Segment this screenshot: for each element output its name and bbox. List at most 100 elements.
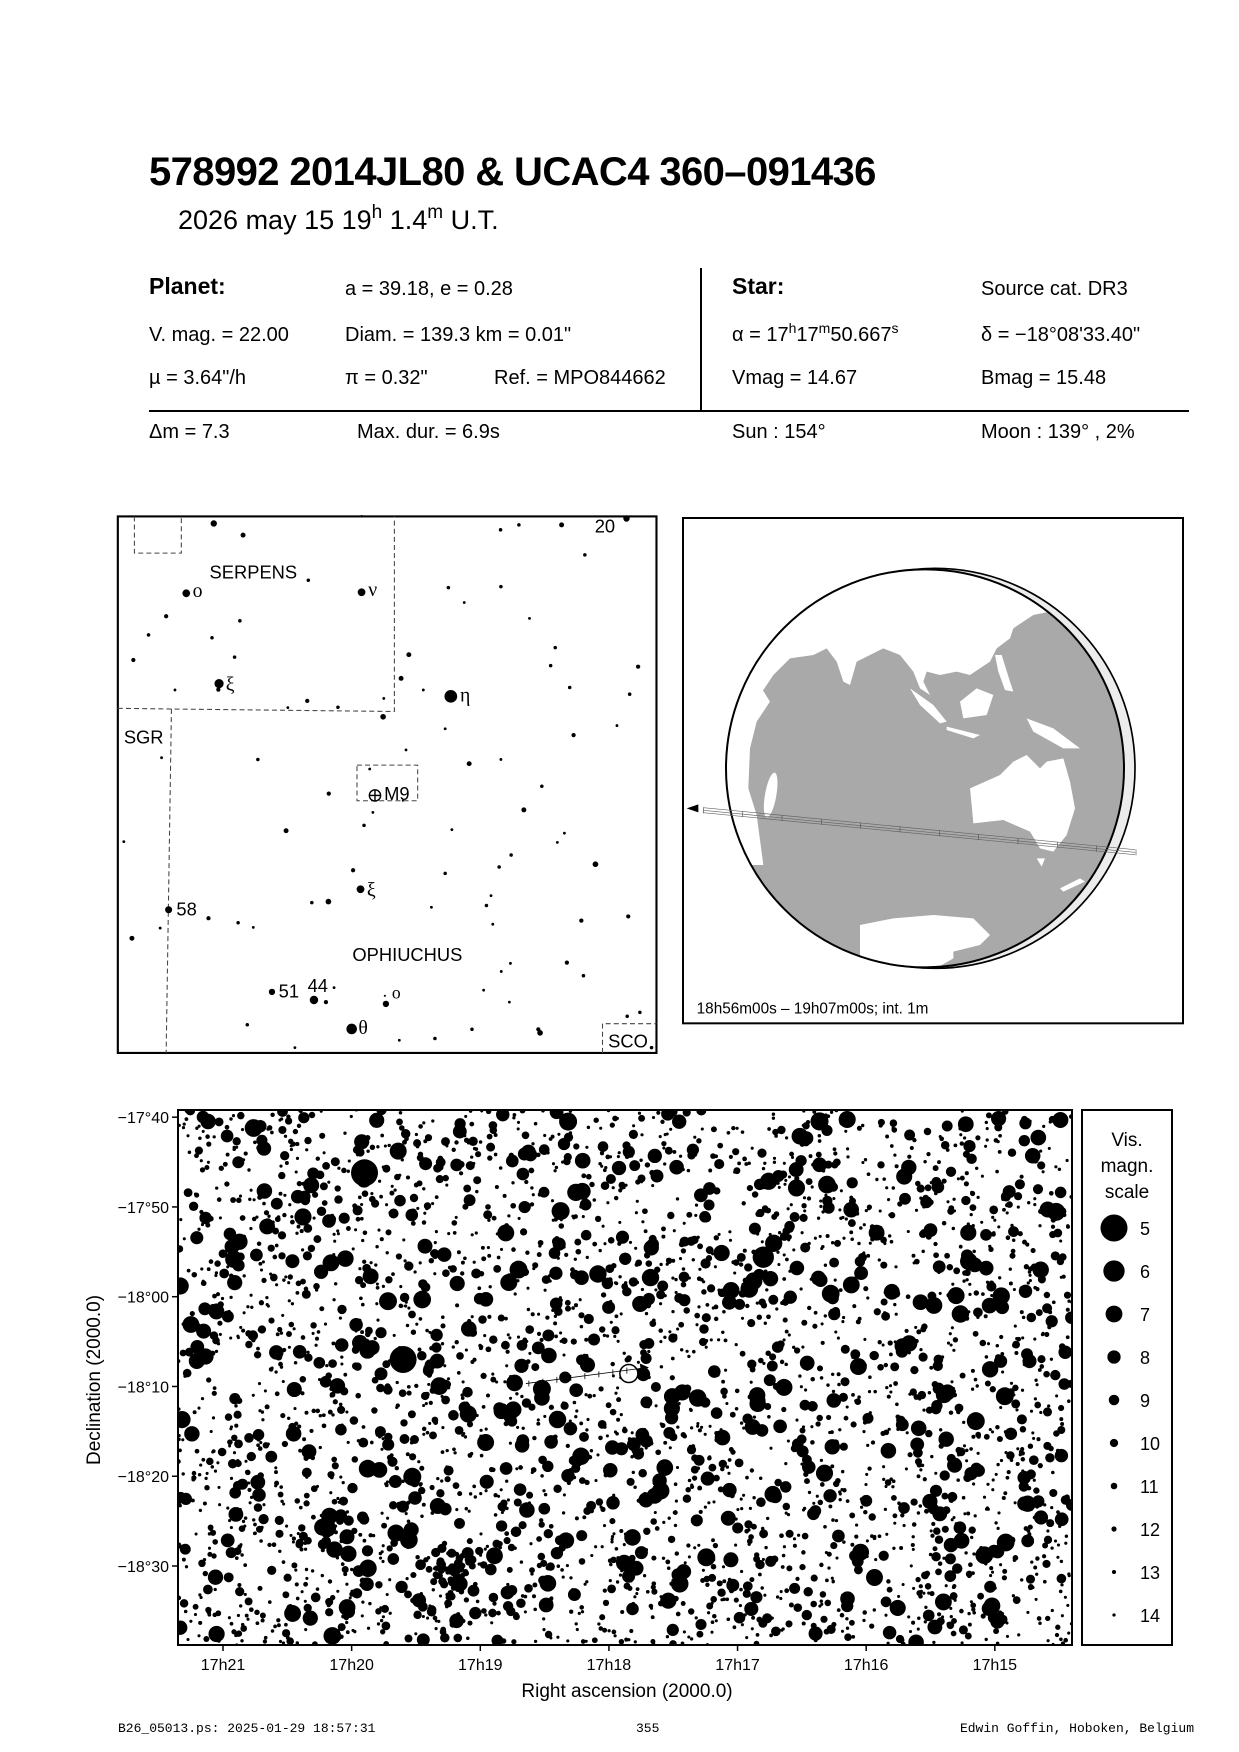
star — [418, 1486, 426, 1495]
star — [911, 1522, 917, 1527]
star — [281, 1440, 288, 1448]
star — [354, 1228, 358, 1232]
star — [813, 1310, 818, 1315]
star — [318, 1445, 322, 1450]
star — [500, 1510, 504, 1515]
star — [511, 1639, 517, 1645]
star — [258, 1300, 265, 1306]
star — [725, 1465, 730, 1469]
star — [645, 1302, 652, 1309]
star — [1028, 1506, 1034, 1512]
star — [575, 1409, 579, 1413]
star — [1011, 1238, 1016, 1242]
star — [815, 1464, 834, 1482]
star — [361, 1238, 365, 1243]
star — [665, 1132, 669, 1136]
star — [191, 1470, 197, 1476]
star — [826, 1383, 830, 1387]
star — [958, 1126, 963, 1131]
star — [840, 1593, 845, 1598]
star — [578, 1312, 585, 1319]
star — [628, 1277, 639, 1287]
star — [433, 1272, 437, 1276]
star — [761, 1557, 765, 1561]
star — [752, 1597, 758, 1604]
star — [574, 1622, 578, 1626]
star — [360, 1282, 367, 1289]
star — [710, 1630, 714, 1634]
star — [850, 1237, 854, 1241]
star — [347, 1159, 351, 1163]
star — [311, 1408, 316, 1414]
finder-star — [368, 767, 372, 771]
star — [781, 1553, 786, 1558]
star — [571, 1306, 575, 1310]
star — [203, 1584, 213, 1595]
finder-star — [537, 1030, 543, 1036]
star — [228, 1444, 232, 1448]
star — [322, 1162, 330, 1170]
star — [1001, 1495, 1006, 1501]
star — [579, 1198, 592, 1211]
star — [401, 1479, 405, 1484]
star — [782, 1161, 786, 1165]
star — [538, 1186, 550, 1198]
star — [543, 1529, 553, 1539]
star — [345, 1226, 351, 1231]
star — [660, 1592, 677, 1609]
star — [670, 1356, 675, 1361]
star — [914, 1425, 918, 1429]
star — [449, 1275, 465, 1292]
star — [428, 1604, 432, 1608]
star — [416, 1633, 430, 1645]
star — [368, 1601, 372, 1606]
star — [647, 1375, 651, 1380]
planet-heading: Planet: — [149, 273, 226, 299]
star — [243, 1592, 247, 1596]
star — [375, 1285, 380, 1290]
star — [532, 1262, 539, 1269]
star — [216, 1197, 222, 1202]
star — [521, 1131, 530, 1140]
star — [379, 1556, 383, 1560]
star — [828, 1430, 832, 1435]
star — [202, 1570, 209, 1577]
star — [455, 1303, 460, 1308]
star — [951, 1282, 955, 1286]
star — [710, 1407, 723, 1419]
star — [945, 1166, 957, 1177]
star — [640, 1287, 645, 1292]
finder-star — [397, 1038, 401, 1042]
star — [442, 1269, 450, 1278]
constellation-serpens: SERPENS — [210, 561, 298, 582]
star — [502, 1193, 507, 1198]
star — [720, 1598, 724, 1602]
star — [697, 1305, 701, 1309]
star — [573, 1214, 578, 1219]
star — [657, 1280, 669, 1292]
star — [320, 1548, 325, 1553]
star — [485, 1110, 492, 1115]
star — [807, 1490, 812, 1495]
star — [826, 1624, 836, 1635]
star — [321, 1200, 328, 1206]
star — [1034, 1378, 1038, 1382]
star — [801, 1621, 806, 1626]
star — [819, 1376, 824, 1380]
star — [1011, 1399, 1021, 1409]
star — [532, 1267, 536, 1271]
star — [429, 1498, 446, 1514]
star — [897, 1594, 901, 1598]
star — [775, 1307, 779, 1311]
star — [651, 1318, 656, 1323]
finder-star — [499, 758, 503, 761]
star — [878, 1209, 882, 1213]
star — [281, 1560, 286, 1564]
star — [989, 1574, 993, 1578]
star — [212, 1386, 217, 1390]
star — [838, 1498, 842, 1502]
star — [560, 1568, 564, 1572]
star — [845, 1499, 850, 1503]
star — [997, 1149, 1002, 1154]
